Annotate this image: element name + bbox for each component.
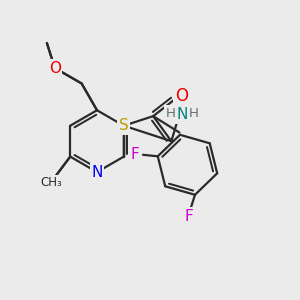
Text: S: S [119, 118, 128, 133]
Text: H: H [166, 106, 176, 120]
Text: CH₃: CH₃ [41, 176, 63, 189]
Text: O: O [175, 87, 188, 105]
Text: O: O [49, 61, 61, 76]
Text: N: N [176, 107, 188, 122]
Text: F: F [130, 147, 139, 162]
Text: H: H [189, 106, 199, 120]
Text: O: O [49, 61, 61, 76]
Text: N: N [91, 165, 103, 180]
Text: F: F [185, 208, 194, 224]
Text: N: N [92, 166, 102, 181]
Text: S: S [119, 118, 129, 133]
